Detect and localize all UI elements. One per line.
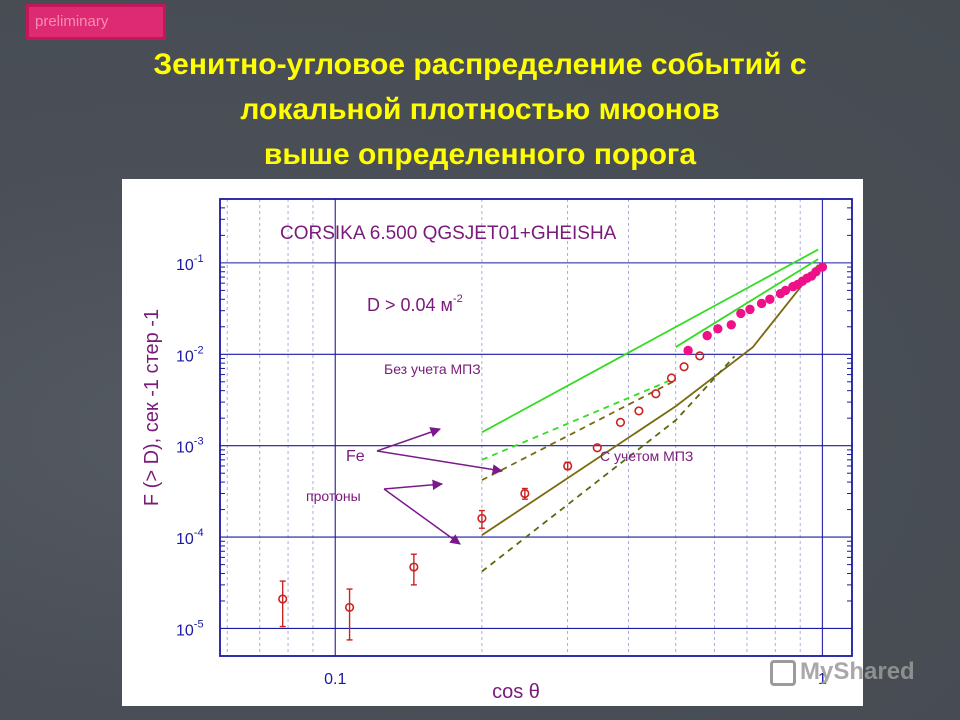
watermark-text: MyShared [800, 658, 915, 685]
with-field-annotation: С учетом МПЗ [600, 448, 693, 464]
annotation-arrow [376, 450, 504, 475]
data-point-protons [278, 594, 288, 604]
y-tick-label: 10-4 [176, 527, 204, 548]
model-curve-fe-mpz-solid [481, 264, 819, 536]
protons-annotation: протоны [306, 488, 361, 504]
data-point-protons [695, 351, 705, 361]
annotation-arrow [383, 488, 461, 545]
data-point-fe [726, 320, 736, 330]
data-point-fe [745, 304, 755, 315]
model-curve-proton-mpz-dashed [481, 355, 736, 573]
slide-title: Зенитно-угловое распределение событий с … [40, 42, 920, 177]
data-point-protons [679, 362, 689, 372]
watermark: MyShared [770, 658, 940, 692]
model-curve-proton-no-field [675, 258, 819, 348]
data-point-protons [563, 461, 573, 471]
y-tick-label: 10-2 [176, 344, 204, 365]
data-point-protons [520, 488, 530, 499]
y-tick-label: 10-3 [176, 436, 204, 457]
data-point-protons [666, 373, 677, 383]
model-curve-fe-mpz-dashed [481, 379, 677, 481]
data-point-fe [780, 285, 791, 296]
data-point-fe [811, 267, 821, 277]
data-point-fe [683, 345, 693, 356]
data-point-protons [634, 406, 644, 416]
model-curve-fe-no-field [481, 248, 819, 434]
presentation-icon [770, 659, 796, 686]
y-tick-label: 10-1 [176, 253, 204, 274]
data-point-protons [592, 443, 602, 453]
data-point-protons [477, 513, 487, 524]
data-point-fe [736, 308, 746, 319]
data-point-protons [651, 389, 661, 399]
plot-frame [219, 198, 853, 657]
data-point-fe [702, 330, 712, 341]
annotation-arrow [376, 427, 441, 452]
data-point-protons [344, 602, 355, 613]
data-point-fe [756, 298, 767, 309]
title-line-3: выше определенного порога [263, 138, 697, 171]
title-line-2: локальной плотностью мюонов [240, 93, 720, 126]
model-annotation: CORSIKA 6.500 QGSJET01+GHEISHA [280, 223, 617, 244]
y-axis-label: F (> D), сек -1 стер -1 [141, 309, 163, 506]
y-tick-label: 10-5 [176, 618, 204, 639]
data-point-fe [765, 294, 775, 304]
threshold-annotation: D > 0.04 м-2 [367, 293, 463, 315]
data-point-protons [615, 417, 626, 427]
data-point-fe [713, 324, 723, 334]
title-line-1: Зенитно-угловое распределение событий с [153, 48, 807, 81]
fe-annotation: Fe [346, 448, 365, 465]
no-field-annotation: Без учета МПЗ [384, 361, 481, 377]
x-tick-label: 0.1 [324, 671, 346, 688]
data-point-protons [409, 562, 419, 572]
x-tick-label: 1 [818, 671, 827, 688]
chart-svg: 10-1 10-2 10-3 10-4 10-5 0.1 1 cos θ F (> D), се… [141, 198, 853, 703]
data-point-fe [817, 262, 828, 272]
model-curve-fe-with-field [481, 377, 677, 461]
chart-panel: 10-1 10-2 10-3 10-4 10-5 0.1 1 cos θ F (> D), се… [122, 179, 863, 706]
x-axis-label: cos θ [492, 681, 540, 703]
annotation-arrow [383, 479, 444, 491]
preliminary-stamp: preliminary [26, 4, 166, 40]
